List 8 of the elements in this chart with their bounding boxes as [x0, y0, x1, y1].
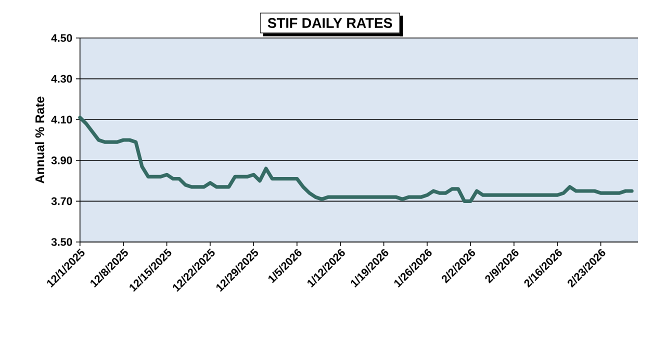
y-axis-title: Annual % Rate	[35, 96, 44, 184]
y-tick-label: 3.50	[51, 238, 72, 246]
y-tick-label: 3.70	[51, 197, 72, 206]
chart-title: STIF DAILY RATES	[268, 18, 392, 28]
y-tick-label: 3.90	[51, 156, 72, 164]
y-tick-label: 4.10	[51, 116, 72, 124]
y-tick-label: 4.30	[51, 74, 72, 83]
y-tick-label: 4.50	[51, 34, 72, 42]
